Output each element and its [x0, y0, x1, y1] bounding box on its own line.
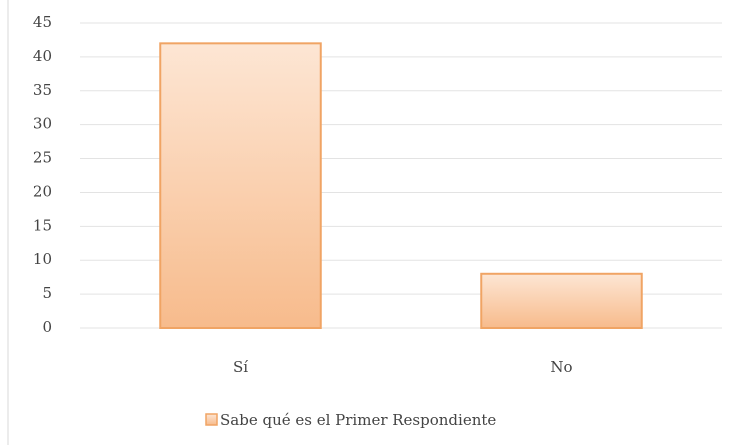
y-tick-label: 5: [42, 284, 52, 302]
y-tick-label: 0: [42, 318, 52, 336]
y-tick-label: 15: [33, 216, 52, 234]
bar: [480, 272, 643, 329]
y-tick-label: 25: [33, 149, 52, 167]
x-tick-label: No: [550, 358, 572, 376]
y-tick-label: 20: [33, 182, 52, 200]
y-tick-label: 45: [33, 13, 52, 31]
y-tick-label: 40: [33, 47, 52, 65]
bar: [159, 42, 322, 329]
x-tick-label: Sí: [233, 358, 248, 376]
y-tick-label: 30: [33, 115, 52, 133]
legend-swatch: [205, 413, 218, 426]
y-tick-label: 10: [33, 250, 52, 268]
legend-label: Sabe qué es el Primer Respondiente: [220, 411, 496, 429]
y-tick-label: 35: [33, 81, 52, 99]
